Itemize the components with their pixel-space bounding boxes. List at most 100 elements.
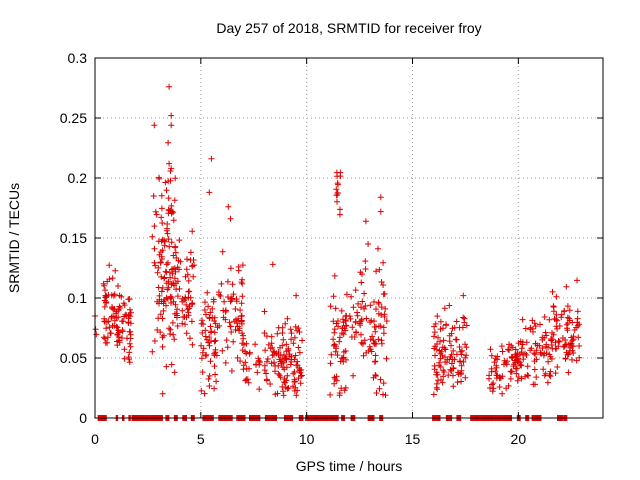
data-point xyxy=(554,364,561,370)
data-point xyxy=(184,306,191,313)
data-point xyxy=(349,324,356,331)
data-point xyxy=(291,369,298,375)
data-point xyxy=(198,320,205,327)
data-point xyxy=(373,306,379,313)
data-point xyxy=(171,336,178,343)
data-point xyxy=(446,302,453,309)
data-point xyxy=(290,340,297,347)
chart-title: Day 257 of 2018, SRMTID for receiver fro… xyxy=(216,20,481,36)
x-tick-label: 0 xyxy=(91,431,99,447)
data-point xyxy=(375,336,382,343)
data-point xyxy=(282,355,289,362)
data-point xyxy=(462,354,469,361)
data-point xyxy=(209,305,216,312)
data-point xyxy=(357,318,363,325)
data-point xyxy=(528,345,535,352)
data-point xyxy=(547,353,554,360)
data-point xyxy=(170,209,177,216)
data-point xyxy=(293,362,300,369)
data-point xyxy=(288,336,295,343)
data-point xyxy=(170,331,177,338)
data-point xyxy=(531,366,538,373)
data-point xyxy=(435,377,441,384)
data-point xyxy=(183,314,190,321)
data-point xyxy=(202,299,208,306)
data-point xyxy=(158,298,165,305)
data-point xyxy=(237,358,244,365)
data-point xyxy=(232,306,239,312)
data-point xyxy=(327,360,334,367)
data-point xyxy=(362,258,369,265)
data-point xyxy=(228,368,235,374)
data-point xyxy=(279,330,286,336)
data-point xyxy=(378,304,385,311)
data-point xyxy=(155,264,162,271)
data-point xyxy=(261,330,268,336)
data-point xyxy=(512,346,519,353)
data-point xyxy=(525,372,532,379)
data-point xyxy=(199,369,206,376)
data-point xyxy=(158,192,165,199)
data-point xyxy=(114,331,121,337)
data-point xyxy=(342,327,349,334)
data-point xyxy=(372,358,379,365)
data-point xyxy=(333,186,340,193)
data-point xyxy=(549,336,556,343)
data-point xyxy=(506,347,513,354)
data-point xyxy=(337,206,343,213)
data-point xyxy=(158,205,165,212)
data-point xyxy=(555,338,562,344)
data-point xyxy=(168,112,175,119)
data-point xyxy=(545,344,552,351)
y-tick-label: 0 xyxy=(79,410,87,426)
data-point xyxy=(179,320,186,327)
data-point xyxy=(375,245,381,252)
data-point xyxy=(370,374,377,381)
data-point xyxy=(358,331,364,338)
data-point xyxy=(431,329,438,336)
data-point xyxy=(212,337,219,344)
data-point xyxy=(113,308,120,315)
data-point xyxy=(149,348,156,355)
data-point xyxy=(174,264,181,271)
data-point xyxy=(172,301,179,308)
data-point xyxy=(283,364,290,371)
data-point xyxy=(439,379,446,386)
data-point xyxy=(291,334,298,341)
data-point xyxy=(205,303,212,310)
data-point xyxy=(576,343,583,349)
data-point xyxy=(151,245,158,252)
data-point xyxy=(378,340,385,347)
data-point xyxy=(448,360,455,367)
data-point xyxy=(335,323,342,330)
data-point xyxy=(172,175,179,182)
data-point xyxy=(514,377,521,384)
data-point xyxy=(172,249,179,256)
data-point xyxy=(163,187,170,194)
data-point xyxy=(103,293,110,300)
data-point xyxy=(274,390,281,397)
data-point xyxy=(440,367,447,374)
data-point xyxy=(492,355,499,362)
data-point xyxy=(550,303,557,310)
data-point xyxy=(367,302,374,309)
data-point xyxy=(179,295,186,302)
data-point xyxy=(514,358,521,365)
data-point xyxy=(348,293,355,300)
data-point xyxy=(352,287,359,294)
data-point xyxy=(378,279,385,285)
data-point xyxy=(239,262,246,269)
data-point xyxy=(101,315,108,322)
data-point xyxy=(574,319,581,326)
data-point xyxy=(185,309,192,316)
data-point xyxy=(170,298,177,305)
data-point xyxy=(487,346,494,353)
data-point xyxy=(431,333,437,340)
data-point xyxy=(127,335,134,342)
data-point xyxy=(346,313,353,320)
data-point xyxy=(455,371,462,378)
data-point xyxy=(183,301,190,308)
data-point xyxy=(574,322,581,329)
data-point xyxy=(567,340,574,347)
data-point xyxy=(206,315,213,322)
